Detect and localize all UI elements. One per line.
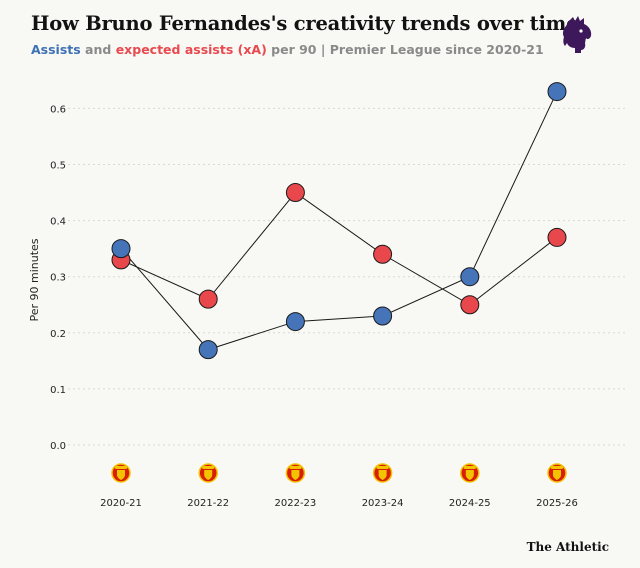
data-point-assists (198, 340, 218, 360)
chart-title: How Bruno Fernandes's creativity trends … (31, 12, 579, 35)
data-point-xa (373, 244, 393, 264)
chart-subtitle: Assists and expected assists (xA) per 90… (31, 42, 544, 57)
y-tick-label: 0.2 (50, 329, 66, 340)
data-point-assists (460, 267, 480, 287)
x-tick-label: 2025-26 (536, 498, 578, 509)
subtitle-xa-label: expected assists (xA) (115, 42, 267, 57)
x-tick-label: 2024-25 (449, 498, 491, 509)
y-tick-label: 0.6 (50, 104, 66, 115)
series-line-assists (120, 91, 558, 351)
manchester-united-badge-icon (198, 463, 218, 483)
x-tick-label: 2023-24 (362, 498, 404, 509)
y-tick-label: 0.0 (50, 441, 66, 452)
data-point-xa (285, 183, 305, 203)
brand-logo: The Athletic (526, 540, 609, 554)
data-point-xa (198, 289, 218, 309)
series-line-xa (120, 191, 558, 306)
y-tick-label: 0.4 (50, 217, 66, 228)
premier-league-lion-icon (562, 16, 592, 53)
x-tick-label: 2020-21 (100, 498, 142, 509)
y-tick-label: 0.5 (50, 161, 66, 172)
y-tick-label: 0.1 (50, 385, 66, 396)
x-tick-label: 2021-22 (187, 498, 229, 509)
data-point-xa (547, 227, 567, 247)
subtitle-assists-label: Assists (31, 42, 81, 57)
data-point-assists (373, 306, 393, 326)
manchester-united-badge-icon (372, 463, 393, 483)
y-axis-label: Per 90 minutes (28, 238, 41, 321)
manchester-united-badge-icon (111, 463, 131, 483)
data-point-assists (111, 239, 131, 259)
data-point-assists (547, 82, 567, 102)
subtitle-and-text: and (80, 42, 116, 57)
manchester-united-badge-icon (285, 463, 306, 483)
data-point-xa (460, 295, 480, 315)
y-tick-label: 0.3 (50, 273, 66, 284)
manchester-united-badge-icon (460, 463, 480, 483)
manchester-united-badge-icon (547, 463, 567, 483)
x-tick-label: 2022-23 (275, 498, 317, 509)
data-point-assists (285, 312, 305, 332)
subtitle-rest-text: per 90 | Premier League since 2020-21 (266, 42, 544, 57)
